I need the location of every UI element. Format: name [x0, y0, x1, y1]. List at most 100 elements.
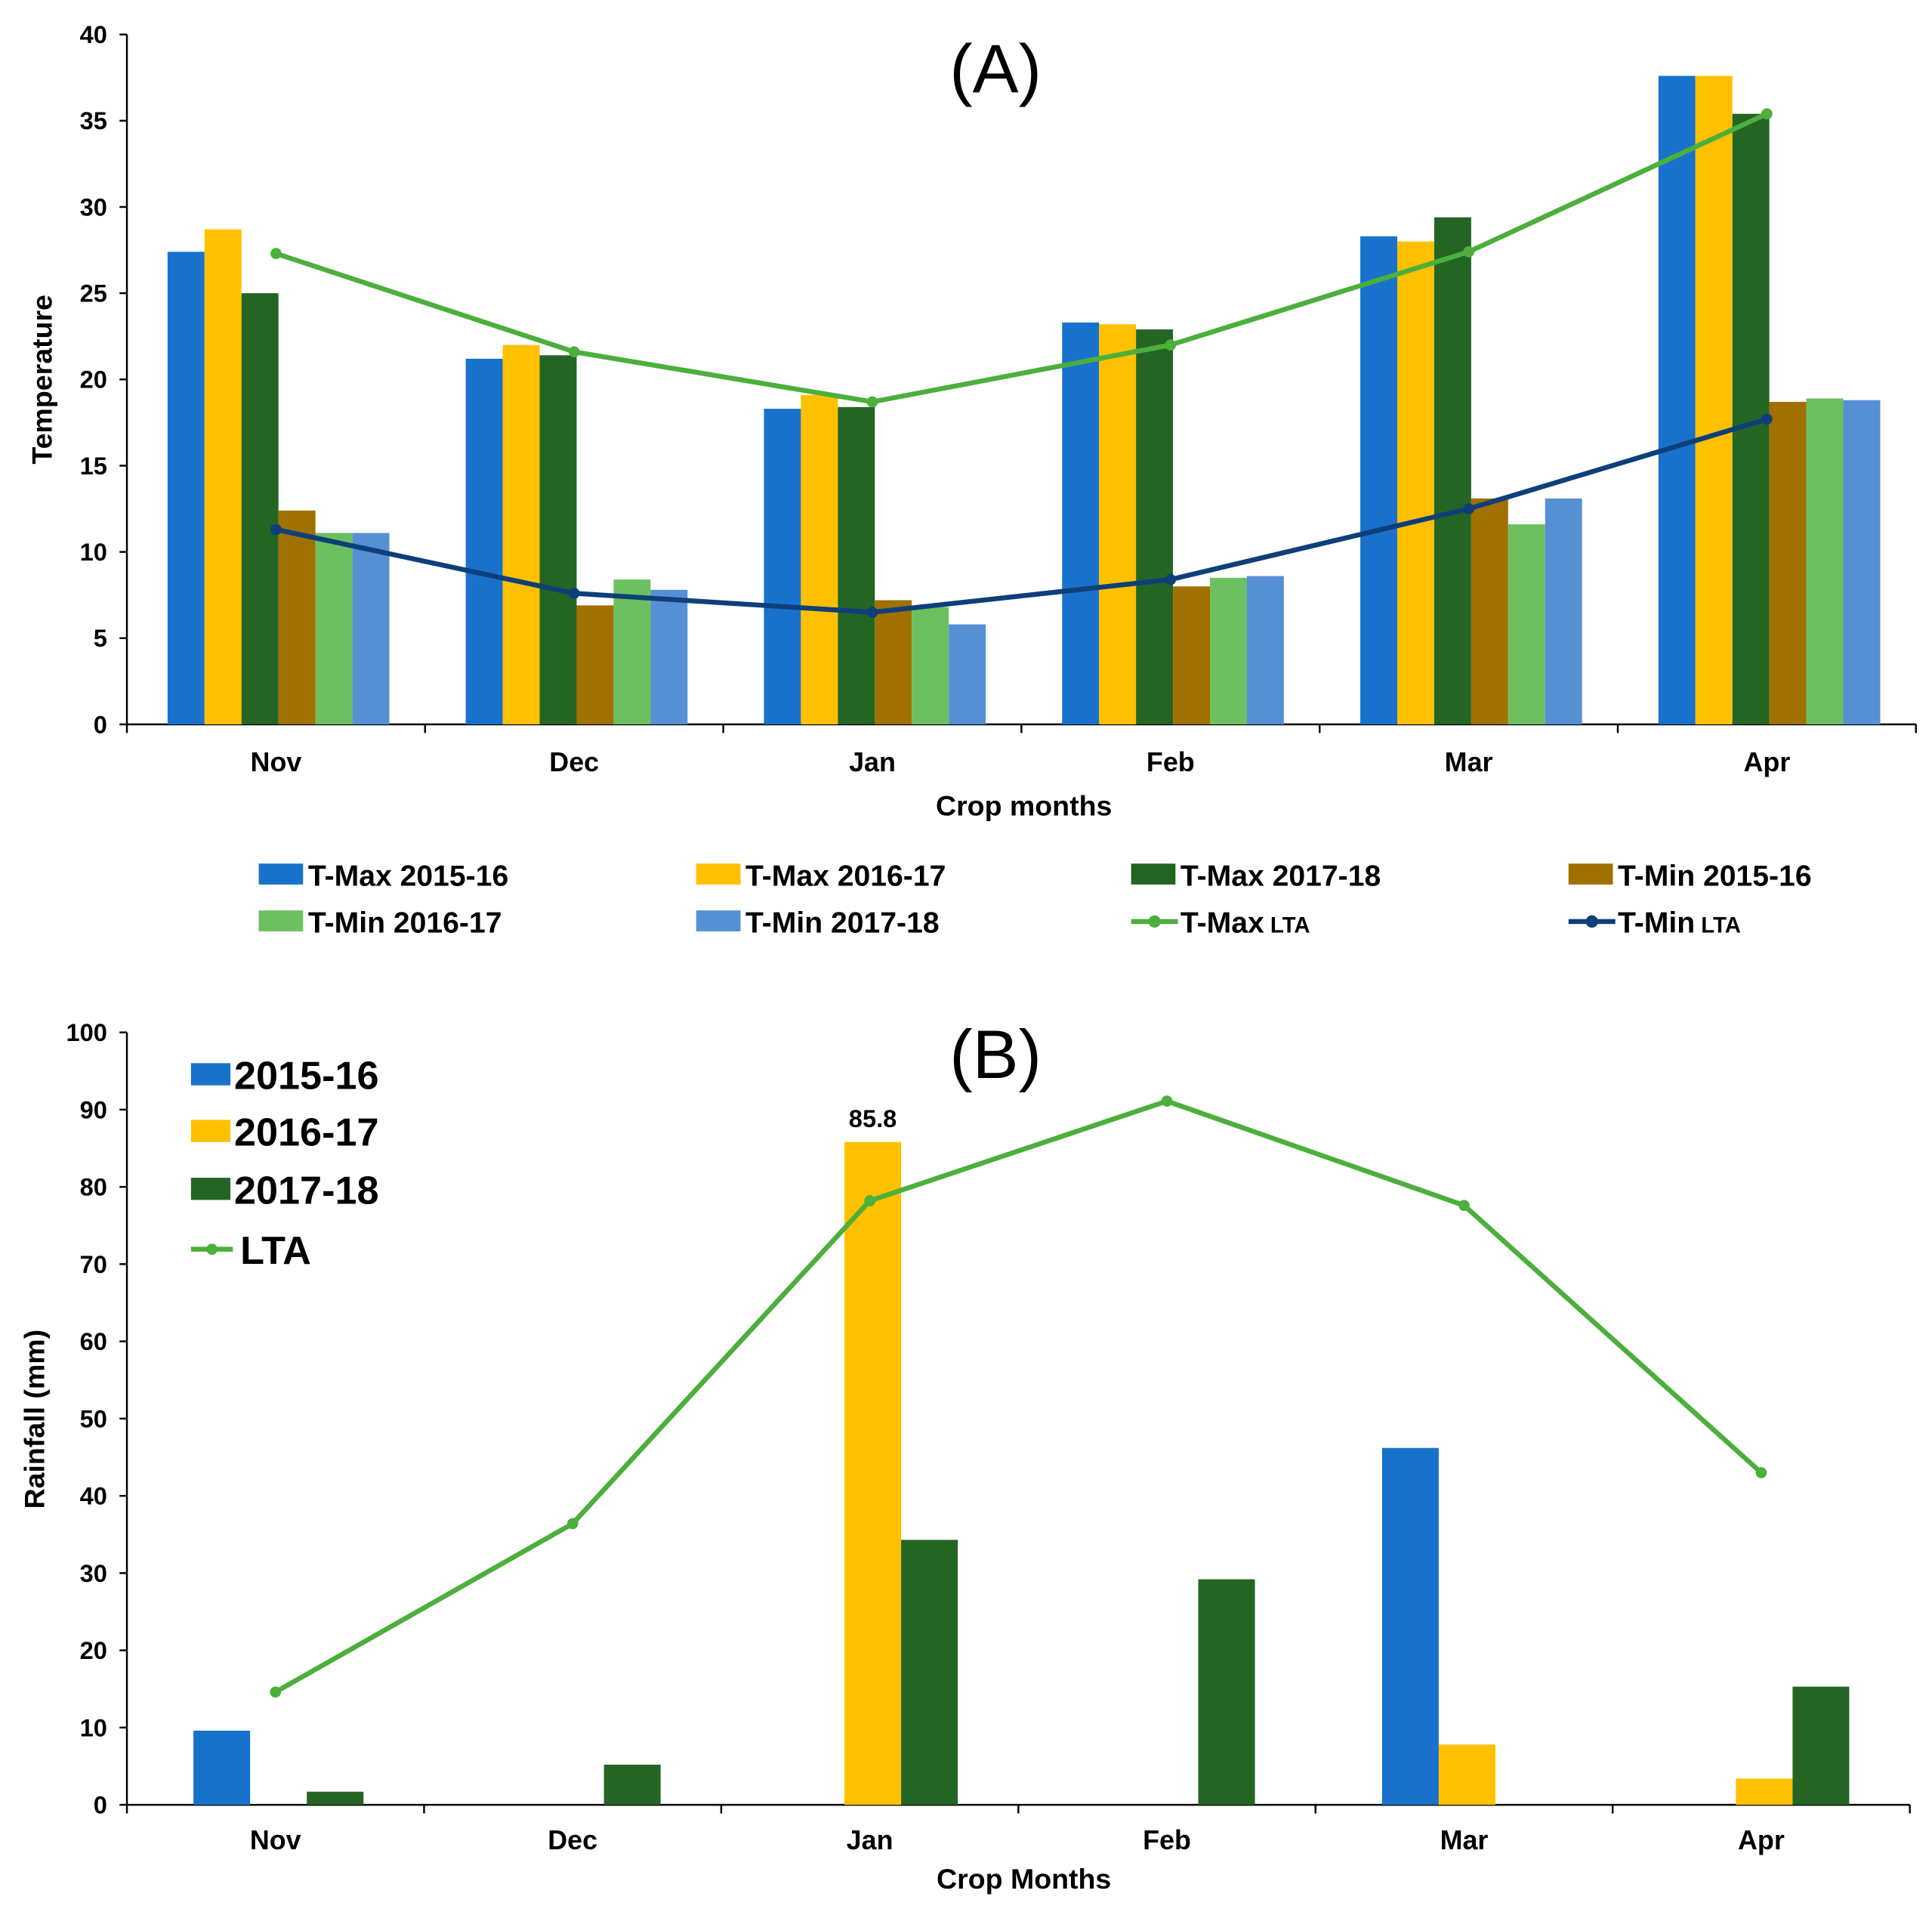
legend-label: T-Max 2015-16 — [308, 860, 508, 893]
bar-t-min-2015-16 — [875, 600, 912, 724]
bar-t-min-2016-17 — [613, 579, 651, 724]
bar-2015-16 — [193, 1730, 251, 1805]
y-tick-label: 0 — [94, 1791, 107, 1819]
legend-item: T-Max LTA — [1131, 907, 1310, 940]
y-tick-label: 90 — [80, 1095, 107, 1123]
legend-label-text: T-Min 2015-16 — [1618, 860, 1812, 893]
bar-t-max-2016-17 — [502, 344, 540, 724]
bar-t-min-2016-17 — [1508, 524, 1545, 724]
legend-swatch — [1568, 863, 1613, 885]
y-tick-label: 5 — [94, 624, 107, 652]
legend-swatch — [258, 910, 304, 931]
x-tick-label: Jan — [849, 747, 896, 777]
line-point — [866, 396, 878, 408]
legend-label: T-Min 2016-17 — [308, 907, 502, 940]
chart-a-title: (A) — [949, 30, 1042, 107]
line-point — [1165, 573, 1177, 585]
line-point — [864, 1195, 875, 1206]
temperature-chart: (A) Crop months Temperature 0 5 10 15 20 25 30… — [26, 20, 1918, 940]
bar-t-min-2015-16 — [1769, 401, 1807, 724]
y-tick-label: 60 — [80, 1327, 107, 1355]
bar-t-min-2015-16 — [1471, 498, 1508, 724]
legend-label: T-Max 2016-17 — [745, 860, 946, 893]
bar-2015-16 — [1381, 1447, 1439, 1805]
legend-item: T-Max 2016-17 — [696, 860, 946, 893]
line-point — [568, 346, 580, 358]
y-tick-label: 0 — [94, 710, 107, 738]
line-point — [1761, 413, 1773, 425]
bar-t-max-2016-17 — [1099, 324, 1137, 724]
line-point — [270, 1686, 282, 1698]
y-tick-label: 15 — [80, 452, 107, 480]
line-t-min-lta — [275, 416, 1768, 615]
legend-swatch — [258, 863, 304, 885]
chart-b-xlabel: Crop Months — [937, 1863, 1111, 1895]
legend-label: T-Max 2017-18 — [1180, 860, 1381, 893]
bar-2017-18 — [1198, 1579, 1255, 1805]
legend-item: T-Max 2017-18 — [1131, 860, 1381, 893]
bar-t-max-2016-17 — [1397, 241, 1434, 724]
legend-label-text: T-Min 2016-17 — [308, 907, 502, 940]
bar-t-min-2015-16 — [576, 605, 614, 724]
bar-t-max-2015-16 — [764, 409, 801, 724]
legend-label: T-Min 2017-18 — [745, 907, 940, 940]
line-point — [566, 1518, 579, 1530]
bar-t-max-2015-16 — [465, 358, 503, 724]
legend-swatch — [190, 1120, 231, 1142]
bar-t-min-2015-16 — [1173, 586, 1211, 724]
bar-2016-17 — [1438, 1744, 1495, 1805]
y-tick-label: 10 — [80, 1713, 107, 1741]
chart-b-ylabel: Rainfall (mm) — [19, 1330, 51, 1509]
legend-item: T-Min 2017-18 — [696, 907, 940, 940]
x-tick-label: Apr — [1738, 1825, 1785, 1855]
line-point — [1463, 246, 1474, 258]
legend-label-suffix: LTA — [1695, 913, 1741, 938]
x-tick-label: Nov — [250, 1825, 301, 1855]
legend-label: T-Min 2015-16 — [1618, 860, 1812, 893]
bar-t-max-2017-18 — [1136, 329, 1174, 724]
legend-label-text: T-Max 2017-18 — [1180, 860, 1381, 893]
chart-a-ylabel: Temperature — [26, 295, 58, 464]
x-tick-label: Dec — [549, 747, 599, 777]
y-tick-label: 30 — [80, 1559, 107, 1587]
y-tick-label: 70 — [80, 1250, 107, 1278]
bar-t-max-2016-17 — [204, 229, 242, 724]
legend-swatch — [190, 1063, 231, 1086]
legend-label: T-Min LTA — [1618, 907, 1741, 940]
legend-item: 2015-16 — [190, 1055, 379, 1098]
legend-swatch — [190, 1178, 231, 1200]
bar-2016-17 — [1736, 1778, 1793, 1805]
legend-label-text: T-Max — [1180, 907, 1264, 940]
bar-t-min-2017-18 — [1246, 576, 1284, 724]
legend-label: T-Max LTA — [1180, 907, 1310, 940]
legend-marker — [1148, 915, 1161, 928]
x-tick-label: Feb — [1143, 1825, 1191, 1855]
bar-t-max-2015-16 — [1658, 76, 1696, 724]
line-point — [866, 607, 878, 618]
bar-t-max-2016-17 — [801, 394, 838, 724]
bar-t-min-2017-18 — [949, 624, 986, 724]
bar-t-min-2017-18 — [650, 589, 688, 724]
line-point — [568, 588, 580, 599]
line-point — [1161, 1095, 1173, 1107]
bar-2017-18 — [307, 1791, 364, 1805]
legend-label-text: T-Max 2015-16 — [308, 860, 508, 893]
legend-label: 2015-16 — [234, 1055, 379, 1098]
bar-t-max-2016-17 — [1695, 76, 1733, 724]
line-point — [270, 524, 282, 536]
x-tick-label: Mar — [1440, 1825, 1489, 1855]
line-lta — [274, 1098, 1764, 1694]
bar-t-min-2015-16 — [278, 510, 316, 724]
y-tick-label: 10 — [80, 538, 107, 566]
legend-label: LTA — [240, 1229, 311, 1273]
line-t-max-lta — [275, 111, 1768, 405]
chart-a-xlabel: Crop months — [936, 790, 1112, 822]
y-tick-label: 100 — [66, 1018, 106, 1046]
bar-t-min-2017-18 — [1843, 400, 1881, 724]
legend-label: 2017-18 — [234, 1169, 379, 1212]
bar-t-max-2017-18 — [241, 293, 279, 724]
bar-t-max-2017-18 — [1434, 217, 1471, 724]
bar-t-max-2017-18 — [838, 406, 875, 724]
legend-label: 2016-17 — [234, 1111, 379, 1155]
